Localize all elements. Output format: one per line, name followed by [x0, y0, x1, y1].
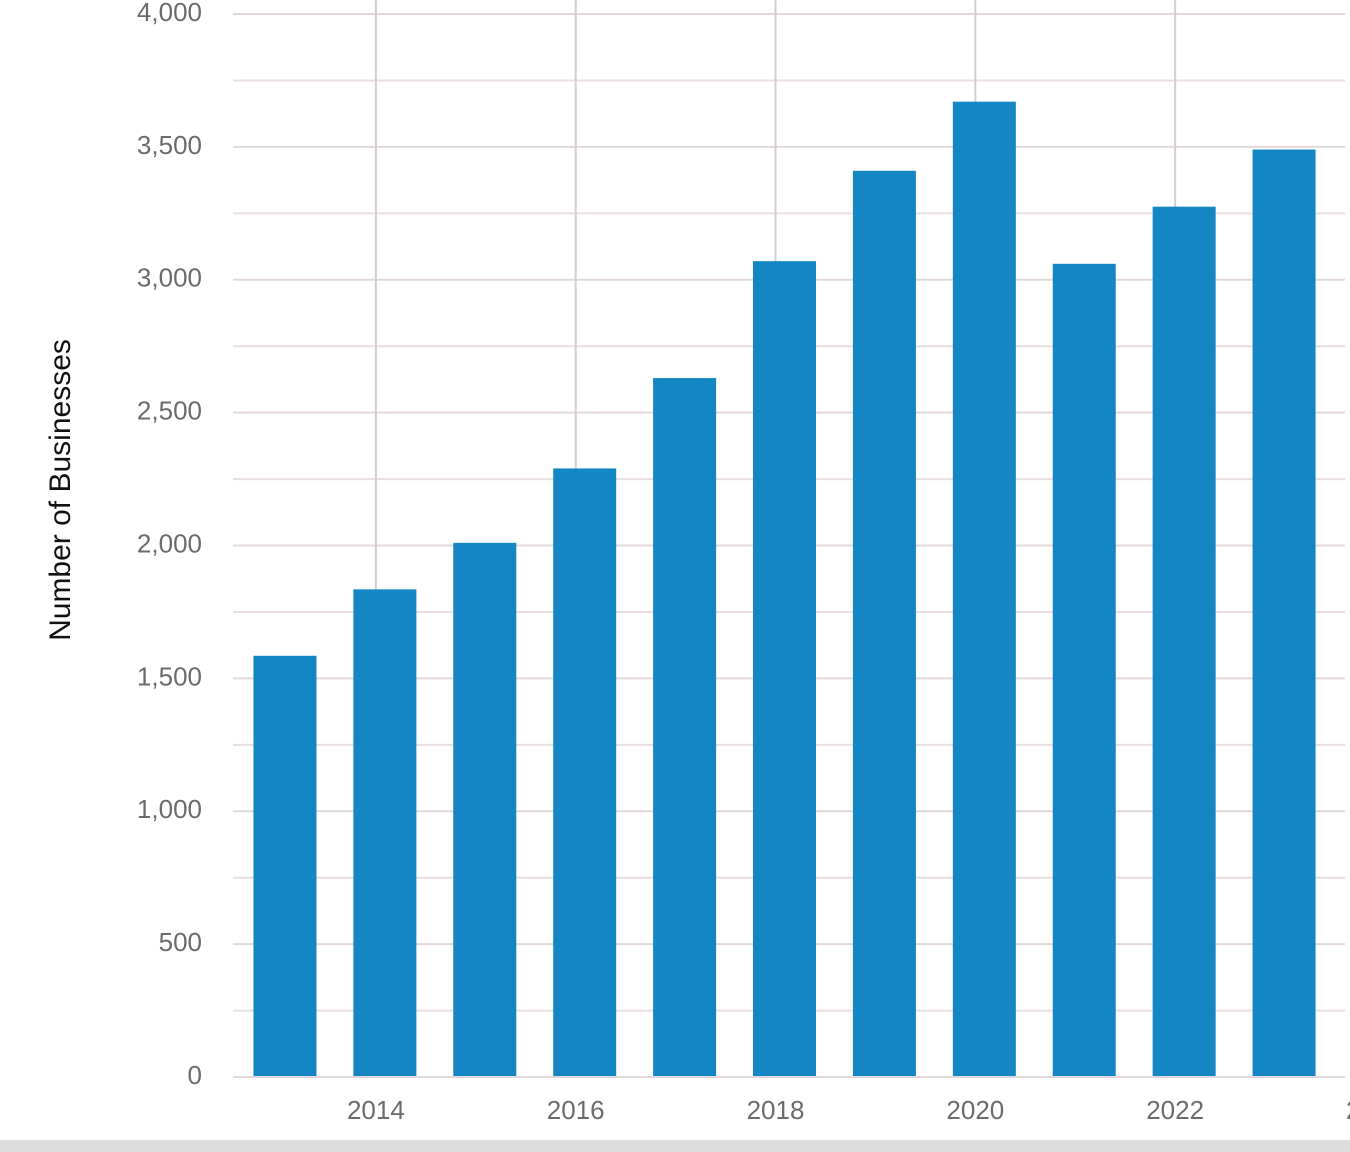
y-tick-label: 2,500 — [137, 396, 202, 426]
bottom-bar — [0, 1140, 1350, 1152]
bar — [753, 261, 817, 1078]
bar — [553, 468, 617, 1077]
x-tick-label: 2022 — [1146, 1095, 1204, 1125]
bar — [852, 170, 916, 1078]
bar — [1152, 206, 1216, 1077]
bar — [453, 542, 517, 1077]
bar — [653, 378, 717, 1077]
bar — [1052, 263, 1116, 1077]
x-tick-label: 2018 — [747, 1095, 805, 1125]
y-tick-label: 4,000 — [137, 0, 202, 27]
bar — [353, 589, 417, 1077]
y-tick-label: 1,500 — [137, 661, 202, 691]
x-tick-label: 2024 — [1346, 1095, 1350, 1125]
y-tick-label: 500 — [159, 927, 202, 957]
y-tick-label: 2,000 — [137, 528, 202, 558]
y-tick-label: 1,000 — [137, 794, 202, 824]
x-tick-label: 2020 — [946, 1095, 1004, 1125]
y-tick-label: 3,000 — [137, 263, 202, 293]
x-tick-label: 2014 — [347, 1095, 405, 1125]
y-axis-label: Number of Businesses — [44, 339, 77, 641]
y-tick-label: 3,500 — [137, 130, 202, 160]
bar — [952, 101, 1016, 1077]
y-tick-label: 0 — [188, 1060, 202, 1090]
bar — [253, 655, 317, 1077]
bar — [1252, 149, 1316, 1078]
x-tick-label: 2016 — [547, 1095, 605, 1125]
